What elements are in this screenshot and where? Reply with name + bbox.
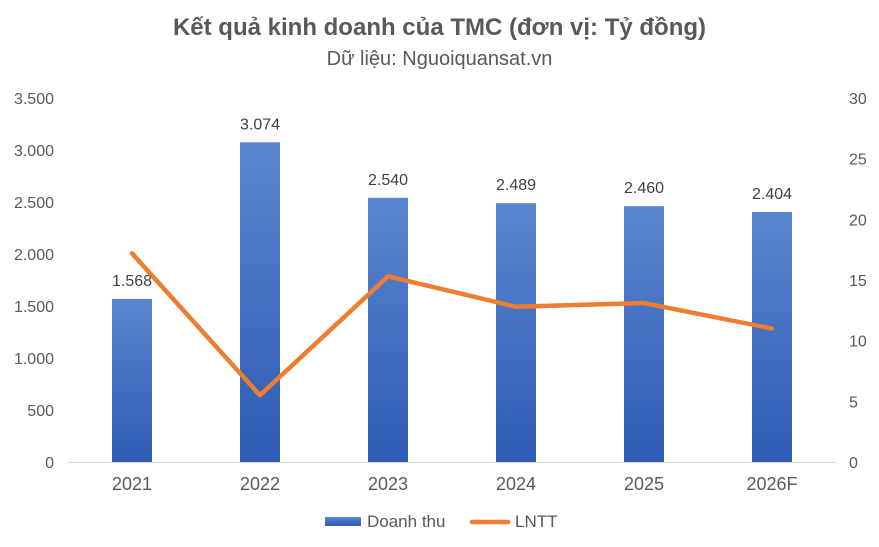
y-left-tick-label: 3.000	[14, 143, 54, 160]
legend-label-doanh-thu: Doanh thu	[367, 512, 445, 531]
x-tick-label: 2022	[240, 474, 280, 494]
bar-data-label: 2.489	[496, 177, 536, 194]
bar-doanh-thu	[368, 197, 408, 462]
x-tick-label: 2021	[112, 474, 152, 494]
bar-data-label: 3.074	[240, 116, 280, 133]
bar-data-label: 2.404	[752, 186, 792, 203]
y-right-tick-label: 0	[849, 455, 858, 472]
bar-doanh-thu	[496, 203, 536, 463]
bar-data-label: 2.460	[624, 180, 664, 197]
y-left-tick-label: 0	[45, 455, 54, 472]
chart-title: Kết quả kinh doanh của TMC (đơn vị: Tỷ đ…	[172, 14, 707, 41]
y-left-tick-label: 2.000	[14, 247, 54, 264]
y-right-tick-label: 5	[849, 394, 858, 411]
y-left-tick-label: 500	[27, 403, 54, 420]
y-right-tick-label: 20	[849, 212, 867, 229]
y-left-tick-label: 2.500	[14, 195, 54, 212]
x-tick-label: 2023	[368, 474, 408, 494]
y-right-tick-label: 15	[849, 273, 867, 290]
bar-data-label: 1.568	[112, 273, 152, 290]
y-left-tick-label: 1.000	[14, 351, 54, 368]
line-lntt	[129, 251, 775, 398]
bar-doanh-thu	[112, 298, 152, 462]
bar-doanh-thu	[240, 142, 280, 462]
y-right-tick-label: 30	[849, 91, 867, 108]
chart-subtitle: Dữ liệu: Nguoiquansat.vn	[326, 48, 553, 70]
x-tick-label: 2025	[624, 474, 664, 494]
x-tick-label: 2026F	[746, 474, 797, 494]
legend-label-lntt: LNTT	[515, 512, 558, 531]
legend-swatch-doanh-thu	[325, 517, 361, 526]
y-left-tick-label: 1.500	[14, 299, 54, 316]
y-left-tick-label: 3.500	[14, 91, 54, 108]
x-tick-label: 2024	[496, 474, 536, 494]
y-right-tick-label: 25	[849, 152, 867, 169]
bar-doanh-thu	[752, 211, 792, 462]
bar-data-label: 2.540	[368, 172, 408, 189]
bar-doanh-thu	[624, 206, 664, 462]
y-right-tick-label: 10	[849, 334, 867, 351]
